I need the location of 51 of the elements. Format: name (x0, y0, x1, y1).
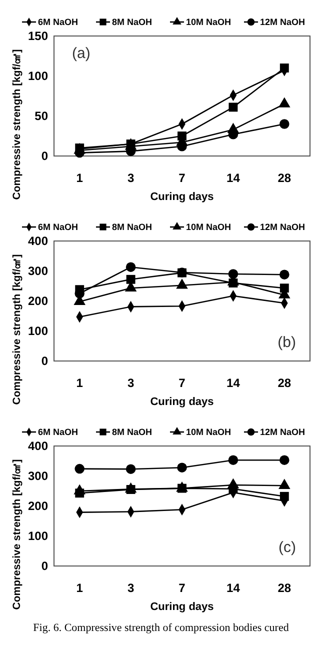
x-axis-title: Curing days (150, 191, 214, 203)
legend-label: 6M NaOH (38, 222, 78, 232)
x-tick-label: 1 (76, 581, 84, 595)
legend-label: 8M NaOH (112, 222, 152, 232)
x-tick-label: 7 (178, 581, 186, 595)
y-tick-label: 300 (28, 264, 48, 278)
x-tick-label: 28 (278, 376, 292, 390)
legend-label: 10M NaOH (186, 222, 232, 232)
x-tick-label: 14 (226, 581, 240, 595)
y-tick-label: 300 (28, 469, 48, 484)
x-tick-label: 28 (278, 171, 292, 185)
y-tick-label: 200 (28, 294, 48, 308)
x-axis-title: Curing days (150, 601, 214, 613)
y-axis-title: Compressive strength [kgf/㎠] (11, 459, 23, 610)
legend-label: 10M NaOH (186, 427, 232, 438)
y-tick-label: 200 (28, 499, 48, 514)
y-tick-label: 400 (28, 234, 48, 248)
y-tick-label: 100 (28, 529, 48, 544)
y-tick-label: 100 (28, 324, 48, 338)
y-tick-label: 0 (41, 149, 48, 164)
annotation: (a) (72, 45, 90, 62)
y-axis-title: Compressive strength [kgf/㎠] (11, 49, 23, 200)
y-tick-label: 400 (28, 439, 48, 454)
legend-label: 10M NaOH (186, 17, 232, 28)
x-tick-label: 14 (226, 171, 240, 185)
legend-label: 12M NaOH (260, 17, 306, 28)
x-tick-label: 7 (178, 376, 186, 390)
annotation: (c) (278, 539, 296, 556)
caption: Fig. 6. Compressive strength of compression bodies cured (33, 622, 290, 634)
y-tick-label: 0 (41, 354, 48, 368)
legend-label: 8M NaOH (112, 427, 152, 438)
annotation: (b) (278, 334, 296, 351)
x-tick-label: 28 (278, 581, 292, 595)
y-tick-label: 50 (34, 109, 48, 124)
x-tick-label: 1 (76, 376, 84, 390)
legend-label: 6M NaOH (38, 17, 78, 28)
y-axis-title: Compressive strength [kgf/㎠] (11, 254, 23, 405)
x-tick-label: 14 (226, 376, 240, 390)
y-tick-label: 100 (28, 69, 48, 84)
legend-label: 8M NaOH (112, 17, 152, 28)
legend-label: 12M NaOH (260, 427, 306, 438)
legend-label: 12M NaOH (260, 222, 306, 232)
y-tick-label: 150 (28, 29, 48, 44)
legend-label: 6M NaOH (38, 427, 78, 438)
x-tick-label: 3 (127, 581, 134, 595)
y-tick-label: 0 (41, 559, 48, 574)
x-axis-title: Curing days (150, 396, 214, 408)
x-tick-label: 3 (127, 171, 134, 185)
x-tick-label: 1 (76, 171, 84, 185)
x-tick-label: 3 (127, 376, 134, 390)
x-tick-label: 7 (178, 171, 186, 185)
